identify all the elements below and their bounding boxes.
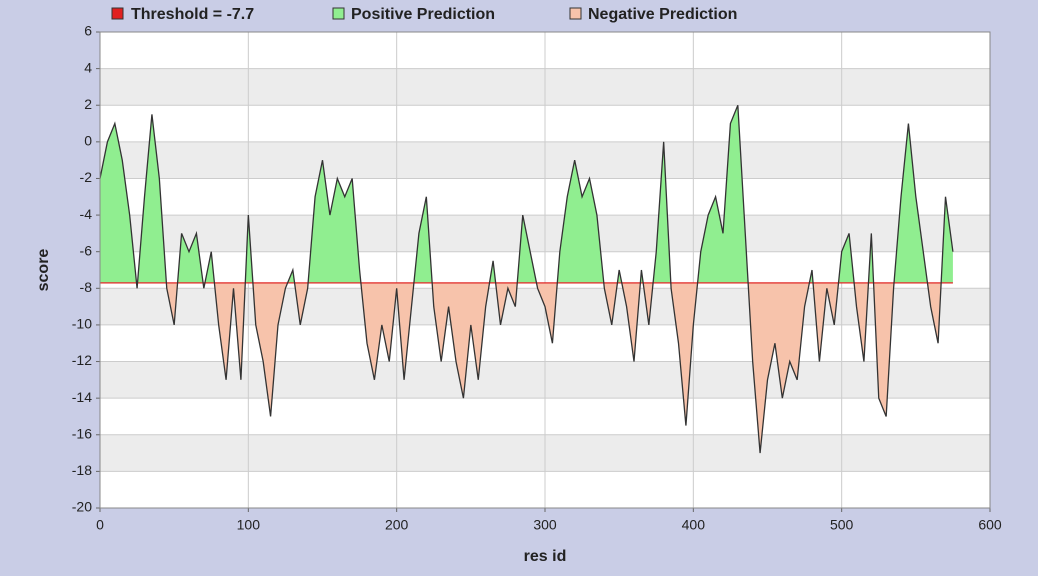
y-tick-label: -16 <box>72 425 92 441</box>
y-tick-label: -10 <box>72 316 92 332</box>
y-tick-label: -18 <box>72 462 92 478</box>
y-tick-label: -14 <box>72 389 92 405</box>
x-tick-label: 200 <box>385 517 409 533</box>
y-tick-label: 6 <box>84 23 92 39</box>
x-tick-label: 400 <box>682 517 706 533</box>
x-axis-label: res id <box>524 548 567 565</box>
y-tick-label: 4 <box>84 59 92 75</box>
y-tick-label: -4 <box>80 206 93 222</box>
legend-swatch-threshold <box>111 7 124 20</box>
y-tick-label: -6 <box>80 242 93 258</box>
negative-area <box>136 282 942 454</box>
score-line <box>99 104 954 454</box>
legend-threshold: Threshold = -7.7 <box>131 6 254 23</box>
x-tick-label: 100 <box>237 517 261 533</box>
legend-swatch-positive <box>332 7 345 20</box>
legend-positive: Positive Prediction <box>351 6 495 23</box>
x-tick-label: 500 <box>830 517 854 533</box>
x-tick-label: 600 <box>978 517 1002 533</box>
y-tick-label: -8 <box>80 279 93 295</box>
plot-border <box>99 31 991 509</box>
legend-swatch-negative <box>569 7 582 20</box>
y-tick-label: -12 <box>72 352 92 368</box>
y-axis-label: score <box>35 249 52 292</box>
y-tick-label: 2 <box>84 96 92 112</box>
y-tick-label: -2 <box>80 169 93 185</box>
x-tick-label: 300 <box>533 517 557 533</box>
y-tick-label: 0 <box>84 133 92 149</box>
positive-area <box>100 105 953 283</box>
legend-negative: Negative Prediction <box>588 6 737 23</box>
x-tick-label: 0 <box>96 517 104 533</box>
y-tick-label: -20 <box>72 499 92 515</box>
